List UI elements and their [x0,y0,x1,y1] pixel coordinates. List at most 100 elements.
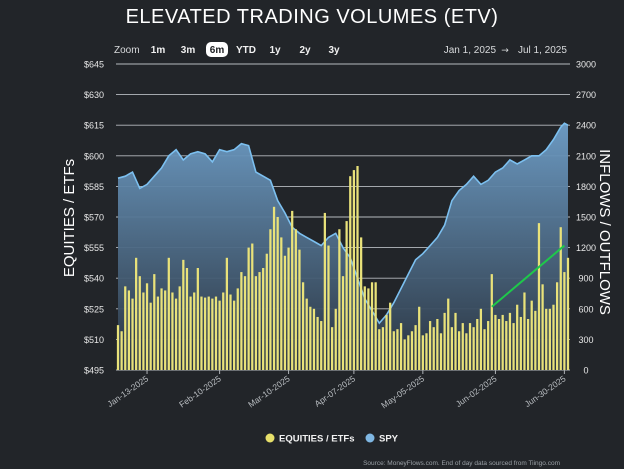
y-left-tick-label: $645 [84,60,104,70]
volume-bar [178,286,181,370]
volume-bar [145,283,149,370]
date-range-start[interactable]: Jan 1, 2025 [444,45,497,56]
volume-bar [254,276,258,370]
volume-bar [410,331,414,370]
volume-bar [171,292,174,370]
y-left-tick-label: $570 [84,213,104,223]
date-range-end[interactable]: Jul 1, 2025 [518,45,567,56]
zoom-button-6m[interactable]: 6m [206,42,228,57]
volume-bar [218,300,221,370]
y-axis-left-label: EQUITIES / ETFs [61,159,78,277]
volume-bar [512,323,515,370]
y-left-tick-label: $630 [84,90,104,100]
volume-bar [334,308,337,370]
volume-bar [149,302,152,370]
x-tick-label: Mar-10-2025 [246,373,292,409]
volume-bar [439,333,443,370]
volume-bar [447,298,450,370]
zoom-button-ytd[interactable]: YTD [236,45,256,56]
volume-bar [392,331,395,370]
zoom-label: Zoom [114,45,140,56]
volume-bar [341,276,345,370]
volume-bar [385,314,388,370]
volume-bar [305,298,308,370]
volume-bar [490,274,493,370]
y-right-tick-label: 1800 [576,182,596,192]
volume-bar [127,290,131,370]
y-right-tick-label: 0 [583,366,588,376]
volume-bar [330,327,334,370]
volume-bar [443,312,446,370]
volume-bar [370,282,374,370]
zoom-button-3y[interactable]: 3y [328,45,340,56]
legend-marker [365,433,375,443]
volume-bar [174,298,178,370]
y-left-tick-label: $600 [84,151,104,161]
volume-bar [428,321,432,370]
volume-bar [360,237,363,370]
volume-bar [541,284,544,370]
y-right-tick-label: 1200 [576,243,596,253]
volume-bar [316,316,319,370]
volume-bar [381,327,385,370]
volume-bar [487,321,490,370]
y-left-tick-label: $525 [84,304,104,314]
zoom-button-3m[interactable]: 3m [181,45,196,56]
volume-bar [225,257,228,370]
volume-bar [537,223,541,370]
volume-bar [378,329,381,370]
zoom-button-2y[interactable]: 2y [299,45,311,56]
chart-title: ELEVATED TRADING VOLUMES (ETV) [126,6,499,28]
volume-bar [349,176,352,370]
volume-bar [294,229,297,370]
volume-bar [156,296,160,370]
volume-bar [120,331,123,370]
zoom-button-label: 1m [151,45,166,56]
volume-bar [251,243,254,370]
y-right-tick-label: 2700 [576,90,596,100]
zoom-button-label: 3m [181,45,196,56]
volume-bar [501,314,504,370]
volume-bar [454,312,457,370]
volume-bar [269,229,272,370]
volume-bar [240,272,243,370]
volume-bar [280,237,283,370]
volume-bar [552,304,555,370]
zoom-button-1y[interactable]: 1y [269,45,281,56]
volume-bar [374,282,377,370]
volume-bar [407,335,410,370]
volume-bar [396,329,399,370]
volume-bar [262,268,265,370]
y-left-tick-label: $555 [84,243,104,253]
zoom-button-label: 1y [269,45,281,56]
volume-bar [356,166,359,370]
zoom-button-1m[interactable]: 1m [151,45,166,56]
volume-bar [432,327,435,370]
volume-bar [312,308,316,370]
volume-bar [505,321,508,370]
volume-bars [116,166,570,370]
volume-bar [207,296,210,370]
y-axis-right-label: INFLOWS / OUTFLOWS [596,149,613,315]
zoom-button-label: YTD [236,45,256,56]
volume-bar [421,335,424,370]
volume-bar [211,298,214,370]
x-tick-label: Feb-10-2025 [177,373,223,409]
x-tick-label: Jan-13-2025 [105,373,150,409]
x-tick-label: Jun-02-2025 [454,373,499,409]
volume-bar [479,308,483,370]
volume-bar [519,316,522,370]
volume-bar [193,292,196,370]
legend-label: EQUITIES / ETFs [279,434,355,445]
date-range-arrow-icon: → [501,46,509,56]
volume-bar [196,268,199,370]
y-left-tick-label: $540 [84,274,104,284]
volume-bar [403,339,406,370]
zoom-button-active-bg [206,42,228,57]
volume-bar [323,212,326,370]
zoom-button-label: 6m [210,45,225,56]
volume-bar [233,300,236,370]
volume-bar [534,310,537,370]
